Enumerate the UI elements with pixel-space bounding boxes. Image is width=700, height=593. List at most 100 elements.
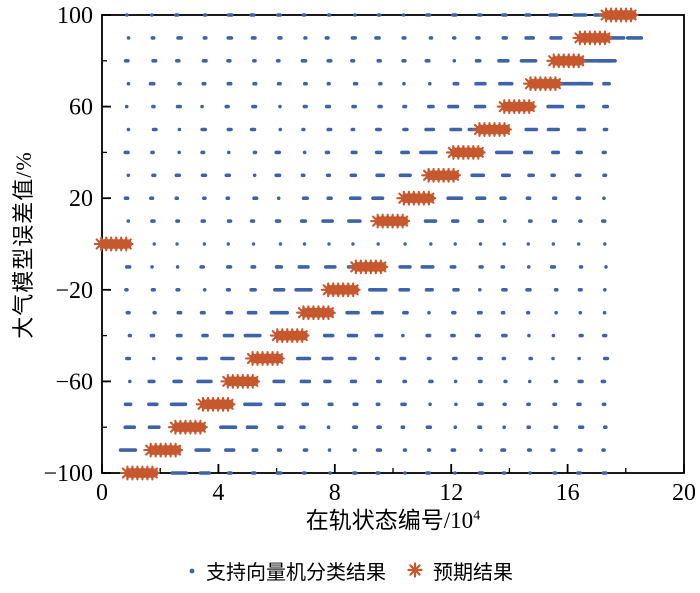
svm-marker (175, 265, 180, 269)
plot-frame (101, 14, 685, 474)
svm-marker (174, 196, 180, 200)
svm-marker (403, 471, 407, 475)
svm-marker (200, 219, 207, 223)
svm-marker (125, 356, 132, 361)
svm-marker (551, 242, 556, 246)
svm-marker (527, 379, 532, 384)
svm-marker (577, 448, 583, 452)
svm-marker (226, 81, 233, 86)
dot-marker-icon (189, 568, 195, 574)
svm-marker (600, 379, 607, 384)
y-tick-label: 60 (69, 95, 93, 121)
svm-marker (301, 471, 307, 475)
svm-marker (501, 333, 508, 338)
svm-marker (224, 448, 236, 452)
svm-marker (150, 288, 157, 292)
svm-marker (321, 356, 334, 361)
svm-marker (150, 219, 156, 223)
svm-marker (527, 219, 533, 223)
svm-marker (150, 265, 154, 269)
svm-marker (477, 379, 483, 384)
svm-marker (299, 379, 312, 384)
svm-marker (346, 333, 359, 338)
svm-marker (252, 173, 257, 178)
svm-marker (425, 333, 432, 338)
svm-marker (551, 196, 558, 200)
svm-marker (326, 196, 333, 200)
svm-marker (577, 356, 581, 361)
svm-marker (352, 402, 359, 407)
svm-marker (528, 356, 534, 361)
svm-marker (226, 36, 234, 40)
svm-marker (526, 242, 530, 246)
svm-marker (475, 196, 487, 200)
svm-marker (299, 219, 308, 223)
svm-marker (200, 173, 208, 178)
svm-marker (201, 81, 207, 86)
x-tick-label: 20 (672, 480, 696, 506)
svm-marker (345, 310, 360, 315)
svm-marker (500, 265, 506, 269)
svm-marker (202, 196, 207, 200)
svm-marker (327, 448, 332, 452)
svm-marker (326, 81, 331, 86)
svm-marker (152, 242, 156, 246)
expected-cluster (352, 262, 387, 272)
svm-marker (368, 288, 388, 292)
svm-marker (302, 81, 308, 86)
svm-marker (347, 356, 357, 361)
svm-marker (302, 242, 307, 246)
svm-marker (476, 13, 483, 17)
svm-marker (252, 196, 259, 200)
svm-marker (501, 471, 507, 475)
svm-marker (578, 310, 583, 315)
x-tick-label: 0 (96, 480, 108, 506)
svm-marker (243, 333, 262, 338)
svm-marker (299, 425, 306, 429)
svm-marker (446, 196, 464, 200)
svm-marker (477, 356, 483, 361)
svm-marker (202, 242, 207, 246)
svm-marker (276, 196, 281, 200)
svm-marker (350, 150, 358, 155)
svm-marker (602, 173, 608, 178)
svm-marker (497, 59, 510, 63)
svm-marker (375, 402, 381, 407)
x-axis-label-exponent: 4 (473, 508, 481, 524)
svm-marker (425, 471, 432, 475)
svm-marker (474, 59, 482, 63)
svm-marker (251, 104, 258, 109)
svm-marker (177, 81, 182, 86)
svm-marker (477, 219, 485, 223)
svm-marker (428, 36, 434, 40)
svm-marker (226, 127, 233, 132)
expected-cluster (200, 399, 234, 409)
svm-marker (200, 127, 208, 132)
svm-marker (123, 196, 130, 200)
svm-marker (425, 425, 433, 429)
svm-marker (452, 288, 460, 292)
svm-marker (219, 425, 238, 429)
svm-marker (398, 265, 412, 269)
svm-marker (176, 356, 183, 361)
svm-marker (402, 81, 406, 86)
svm-marker (452, 36, 457, 40)
svm-marker (550, 173, 556, 178)
svm-marker (470, 173, 486, 178)
svm-marker (602, 356, 610, 361)
svm-marker (174, 59, 181, 63)
svm-marker (603, 242, 607, 246)
svm-marker (601, 402, 607, 407)
svm-marker (602, 104, 610, 109)
svm-marker (474, 81, 487, 86)
svm-marker (151, 104, 156, 109)
svm-marker (172, 379, 183, 384)
svm-marker (274, 173, 282, 178)
legend-label-svm: 支持向量机分类结果 (206, 561, 386, 584)
svm-marker (124, 288, 129, 292)
legend-item-svm: 支持向量机分类结果 (187, 556, 386, 585)
svm-marker (277, 36, 283, 40)
svm-marker (400, 150, 410, 155)
svm-marker (175, 242, 179, 246)
